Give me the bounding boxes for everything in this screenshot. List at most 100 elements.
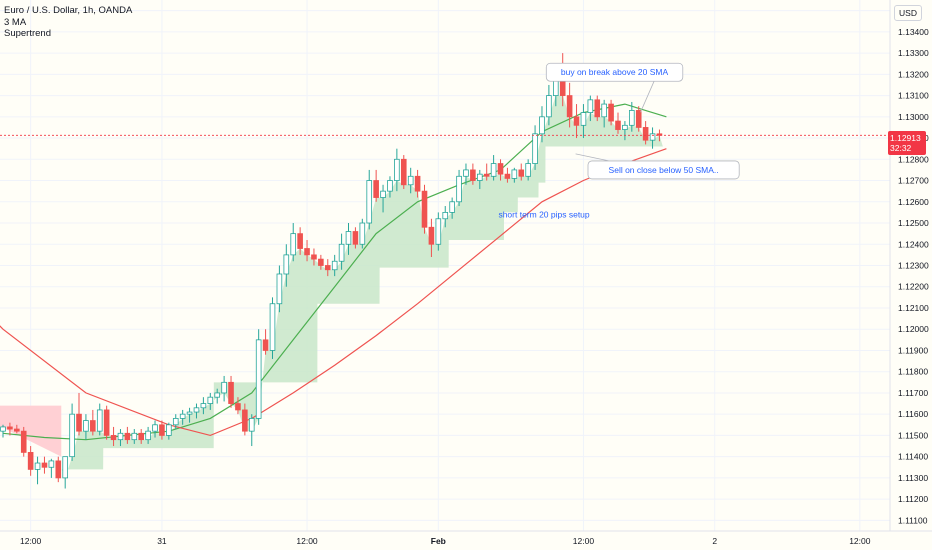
price-tick-label: 1.13200 bbox=[898, 69, 929, 79]
candle-body bbox=[601, 103, 607, 118]
callout-box bbox=[545, 62, 684, 82]
candle-body bbox=[14, 428, 20, 432]
candle-body bbox=[276, 273, 283, 305]
candle bbox=[580, 104, 587, 139]
candle-body bbox=[490, 163, 497, 177]
candle-body bbox=[262, 339, 269, 351]
candle-body bbox=[193, 407, 200, 413]
candle-body bbox=[179, 413, 186, 419]
callout-text: buy on break above 20 SMA bbox=[561, 67, 669, 77]
price-tick-label: 1.12200 bbox=[898, 282, 929, 292]
candle-body bbox=[483, 173, 490, 177]
candle bbox=[483, 163, 490, 181]
candle-body bbox=[34, 462, 41, 470]
candle-body bbox=[435, 218, 442, 245]
candle-body bbox=[608, 103, 614, 122]
supertrend-up-fill bbox=[61, 95, 663, 478]
candle bbox=[649, 127, 656, 149]
price-tick-label: 1.12500 bbox=[898, 218, 929, 228]
candle bbox=[311, 248, 317, 266]
candle-body bbox=[110, 435, 117, 441]
candle bbox=[442, 206, 449, 228]
price-tick-label: 1.12400 bbox=[898, 239, 929, 249]
candle bbox=[117, 429, 124, 447]
price-tick-label: 1.11500 bbox=[898, 430, 928, 440]
price-tick-label: 1.11300 bbox=[898, 473, 928, 483]
candle bbox=[622, 121, 628, 141]
candle-body bbox=[539, 116, 545, 135]
candle-body bbox=[511, 169, 518, 179]
candle bbox=[55, 456, 62, 483]
candle bbox=[207, 392, 214, 410]
candle-body bbox=[594, 99, 601, 118]
callout-pointer bbox=[640, 80, 655, 113]
candle-body bbox=[476, 173, 483, 181]
time-tick-label: 12:00 bbox=[849, 536, 871, 546]
candle-body bbox=[407, 175, 414, 186]
candle bbox=[359, 218, 366, 249]
candle bbox=[407, 167, 414, 194]
candle bbox=[27, 446, 34, 476]
candle-body bbox=[172, 418, 179, 426]
price-tick-label: 1.13400 bbox=[898, 27, 929, 37]
candle bbox=[476, 169, 483, 190]
candle-body bbox=[380, 190, 386, 198]
candle-body bbox=[400, 158, 407, 186]
candle-body bbox=[235, 403, 241, 411]
candle-body bbox=[525, 163, 531, 177]
currency-button[interactable]: USD bbox=[894, 5, 922, 21]
candle bbox=[14, 424, 20, 434]
candle bbox=[48, 458, 55, 478]
candle bbox=[601, 99, 607, 128]
candle bbox=[172, 414, 179, 430]
candle bbox=[262, 329, 269, 355]
indicator-ma-label[interactable]: 3 MA bbox=[4, 16, 27, 28]
candle bbox=[387, 176, 393, 198]
candle-body bbox=[504, 173, 511, 179]
candle-body bbox=[573, 116, 580, 126]
candle-body bbox=[421, 190, 428, 228]
candle bbox=[463, 163, 469, 185]
candle bbox=[490, 155, 497, 181]
candle bbox=[318, 254, 324, 270]
candle bbox=[0, 424, 6, 438]
candle-body bbox=[359, 222, 366, 245]
candle bbox=[96, 403, 103, 436]
candle-body bbox=[90, 420, 96, 432]
candle-body bbox=[242, 409, 248, 432]
candle-body bbox=[248, 418, 255, 432]
bar-countdown: 32:32 bbox=[890, 143, 912, 153]
candle bbox=[573, 104, 580, 139]
candle-body bbox=[629, 110, 635, 126]
candle bbox=[90, 409, 96, 436]
indicator-supertrend-label[interactable]: Supertrend bbox=[4, 28, 52, 39]
price-tick-label: 1.11700 bbox=[898, 388, 928, 398]
candle-body bbox=[587, 99, 594, 113]
candle bbox=[352, 227, 359, 249]
candle-body bbox=[338, 243, 345, 262]
candle-body bbox=[649, 133, 656, 141]
candle-body bbox=[152, 424, 158, 432]
candle-body bbox=[546, 95, 552, 118]
candle-body bbox=[166, 424, 172, 436]
candle-body bbox=[324, 265, 331, 271]
candle-body bbox=[69, 413, 75, 458]
candle-body bbox=[352, 231, 359, 245]
candle-body bbox=[497, 163, 504, 175]
candle-body bbox=[532, 133, 538, 164]
candle bbox=[546, 84, 552, 126]
candle-body bbox=[228, 381, 234, 404]
callout: buy on break above 20 SMA bbox=[545, 62, 684, 113]
candle-body bbox=[131, 432, 138, 441]
time-tick-label: Feb bbox=[431, 536, 446, 546]
candle bbox=[228, 375, 234, 408]
time-tick-label: 12:00 bbox=[296, 536, 318, 546]
candle bbox=[20, 426, 27, 457]
price-tick-label: 1.11900 bbox=[898, 345, 928, 355]
candle bbox=[276, 265, 283, 313]
candle-body bbox=[269, 303, 276, 351]
ma-line-50-sma bbox=[0, 148, 667, 437]
candle-body bbox=[214, 392, 221, 398]
